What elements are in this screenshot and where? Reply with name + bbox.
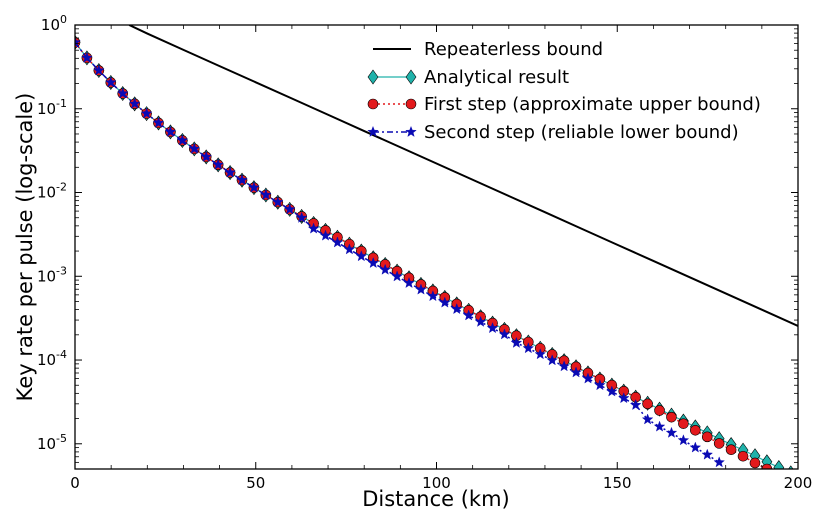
data-point-star-dashdot [450,303,463,315]
plot-frame [74,24,799,470]
data-point-star-dashdot [689,441,702,453]
data-point-star-dashdot [224,166,236,178]
x-tick-label: 100 [422,474,451,492]
data-point-star-dashdot [439,296,451,308]
legend-marker [367,98,379,110]
data-point-star-dashdot [260,188,272,200]
y-tick-label: 10-5 [37,432,67,453]
data-point-star-dashdot [415,283,427,295]
data-point-star-dashdot [93,64,105,76]
data-point-star-dashdot [570,366,582,378]
data-point-star-dashdot [176,134,189,146]
data-point-star-dashdot [272,196,284,208]
legend-marker [405,125,417,137]
data-point-diamond-line [788,465,794,469]
legend-entry: Repeaterless bound [424,39,603,60]
data-point-star-dashdot [462,309,475,321]
series-line-solid-line [128,25,798,327]
data-point-star-dashdot [283,203,296,215]
y-axis-label: Key rate per pulse (log-scale) [13,93,37,402]
data-point-circle-dotted [642,398,653,410]
data-point-star-dashdot [188,142,201,154]
y-tick-label: 10-3 [37,264,67,285]
data-point-star-dashdot [331,236,344,248]
legend-marker [367,125,379,137]
data-point-star-dashdot [665,426,678,438]
data-point-diamond-line [773,460,785,469]
data-point-circle-dotted [678,418,689,429]
data-point-star-dashdot [498,328,511,340]
data-point-star-dashdot [307,222,320,234]
data-point-star-dashdot [379,263,391,275]
data-point-star-dashdot [534,348,547,360]
data-point-star-dashdot [319,229,332,241]
data-point-star-dashdot [355,250,368,262]
data-point-star-dashdot [558,360,570,372]
data-point-star-dashdot [617,392,630,404]
data-point-star-dashdot [212,158,224,170]
data-point-star-dashdot [629,398,642,410]
data-point-star-dashdot [164,125,177,137]
data-point-star-dashdot [116,87,129,99]
data-point-star-dashdot [522,342,535,354]
data-point-star-dashdot [606,385,618,397]
y-tick-label: 10-1 [37,97,67,118]
y-tick-label: 10-4 [37,348,67,369]
legend-marker [405,98,417,110]
data-point-star-dashdot [75,36,81,48]
data-point-star-dashdot [391,270,403,282]
data-point-circle-dotted [701,431,713,443]
data-point-circle-dotted [666,411,677,423]
x-tick-label: 200 [784,474,813,492]
data-point-star-dashdot [653,420,666,432]
legend-entry: Second step (reliable lower bound) [424,122,739,143]
data-point-circle-dotted [690,424,701,436]
x-tick-label: 150 [603,474,632,492]
data-point-star-dashdot [510,336,523,348]
legend-entry: Analytical result [424,67,569,88]
data-point-star-dashdot [105,76,117,88]
data-point-star-dashdot [677,434,690,446]
data-point-star-dashdot [474,315,487,327]
data-point-star-dashdot [427,290,439,302]
data-point-circle-dotted [654,405,665,416]
data-point-star-dashdot [200,150,213,162]
data-point-star-dashdot [594,379,606,391]
data-point-star-dashdot [343,243,356,255]
data-point-star-dashdot [152,116,165,128]
x-tick-label: 50 [246,474,265,492]
data-point-circle-dotted [774,470,784,480]
data-point-star-dashdot [367,257,380,269]
data-point-star-dashdot [295,211,308,223]
data-point-star-dashdot [140,107,153,119]
data-point-star-dashdot [236,174,248,186]
x-axis-label: Distance (km) [362,487,510,511]
legend-marker [405,69,417,85]
data-point-circle-dotted [725,444,737,455]
data-point-star-dashdot [128,97,141,109]
data-point-circle-dotted [713,438,725,449]
legend-marker [367,69,379,85]
data-point-star-dashdot [582,372,594,384]
data-point-star-dashdot [546,354,558,366]
legend: Repeaterless bound Analytical result First… [367,39,761,143]
data-point-star-dashdot [248,181,260,193]
legend-entry: First step (approximate upper bound) [424,94,761,115]
data-point-circle-dotted [749,457,761,469]
y-tick-label: 100 [41,13,67,34]
data-point-circle-dotted [737,450,749,462]
x-tick-label: 0 [70,474,80,492]
data-point-star-dashdot [81,51,93,63]
data-point-star-dashdot [701,448,714,460]
data-point-star-dashdot [713,456,725,468]
data-point-circle-dotted [761,463,773,469]
data-point-star-dashdot [486,322,499,334]
data-point-star-dashdot [641,413,654,425]
data-point-star-dashdot [403,277,415,289]
y-tick-label: 10-2 [37,181,67,202]
